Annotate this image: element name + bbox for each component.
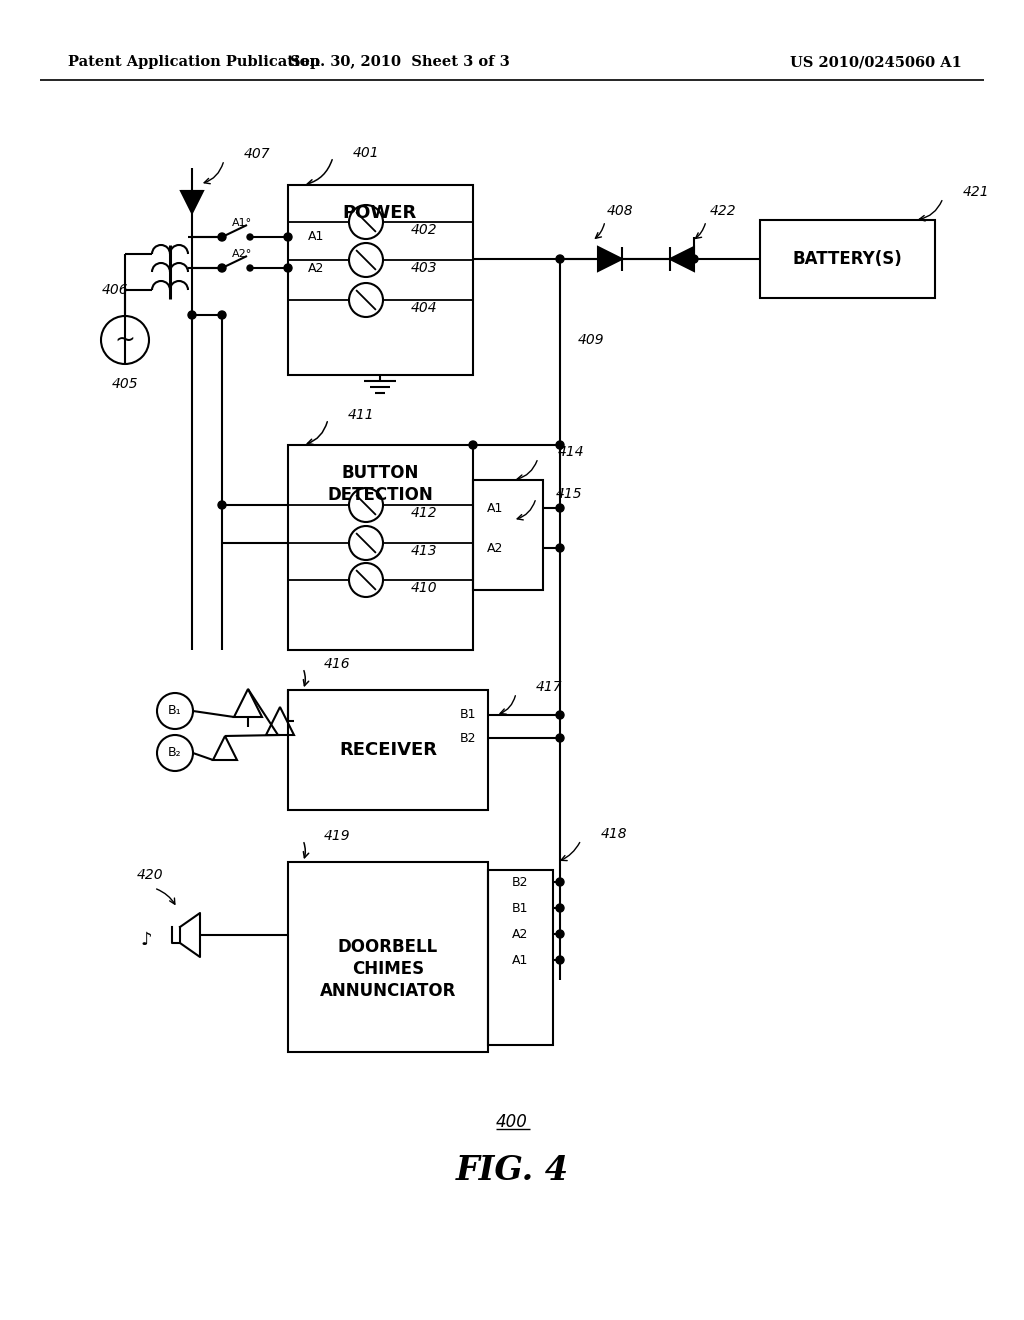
Text: 417: 417 bbox=[536, 680, 562, 694]
Circle shape bbox=[556, 255, 564, 263]
Text: A1: A1 bbox=[486, 502, 503, 515]
Text: 415: 415 bbox=[556, 487, 583, 502]
Circle shape bbox=[690, 255, 698, 263]
Circle shape bbox=[218, 234, 226, 242]
Text: 401: 401 bbox=[353, 147, 380, 160]
Text: 414: 414 bbox=[558, 445, 585, 459]
Circle shape bbox=[556, 904, 564, 912]
Text: 412: 412 bbox=[411, 506, 437, 520]
Polygon shape bbox=[181, 191, 203, 213]
Text: ~: ~ bbox=[115, 327, 135, 352]
Text: FIG. 4: FIG. 4 bbox=[456, 1154, 568, 1187]
Polygon shape bbox=[598, 247, 622, 271]
Bar bbox=[288, 690, 488, 810]
Text: B1: B1 bbox=[512, 902, 528, 915]
Text: B₂: B₂ bbox=[168, 747, 182, 759]
Polygon shape bbox=[670, 247, 694, 271]
Text: CHIMES: CHIMES bbox=[352, 960, 424, 978]
Circle shape bbox=[556, 441, 564, 449]
Text: 406: 406 bbox=[101, 282, 128, 297]
Circle shape bbox=[556, 956, 564, 964]
Circle shape bbox=[218, 312, 226, 319]
Text: BATTERY(S): BATTERY(S) bbox=[793, 249, 902, 268]
Text: 405: 405 bbox=[112, 378, 138, 391]
Text: 420: 420 bbox=[136, 869, 163, 882]
Text: DETECTION: DETECTION bbox=[327, 486, 433, 504]
Text: A2: A2 bbox=[486, 541, 503, 554]
Text: 407: 407 bbox=[244, 147, 270, 161]
Text: A1: A1 bbox=[308, 231, 325, 243]
Text: ♪: ♪ bbox=[140, 931, 152, 949]
Text: 402: 402 bbox=[411, 223, 437, 238]
Text: 403: 403 bbox=[411, 261, 437, 275]
Bar bbox=[760, 220, 935, 298]
Circle shape bbox=[247, 234, 253, 240]
Text: B1: B1 bbox=[460, 709, 476, 722]
Text: 421: 421 bbox=[963, 185, 989, 199]
Circle shape bbox=[556, 878, 564, 886]
Text: B2: B2 bbox=[460, 731, 476, 744]
Text: ANNUNCIATOR: ANNUNCIATOR bbox=[319, 982, 456, 1001]
Circle shape bbox=[556, 734, 564, 742]
Circle shape bbox=[219, 265, 225, 271]
Text: 404: 404 bbox=[411, 301, 437, 315]
Text: 418: 418 bbox=[601, 828, 628, 841]
Text: A1: A1 bbox=[512, 953, 528, 966]
Text: B2: B2 bbox=[512, 875, 528, 888]
Circle shape bbox=[284, 234, 292, 242]
Text: RECEIVER: RECEIVER bbox=[339, 741, 437, 759]
Circle shape bbox=[556, 504, 564, 512]
Text: BUTTON: BUTTON bbox=[341, 465, 419, 482]
Circle shape bbox=[556, 931, 564, 939]
Text: A1°: A1° bbox=[232, 218, 252, 228]
Circle shape bbox=[218, 264, 226, 272]
Bar bbox=[288, 185, 473, 375]
Bar bbox=[288, 862, 488, 1052]
Circle shape bbox=[284, 264, 292, 272]
Text: 408: 408 bbox=[607, 205, 634, 218]
Bar bbox=[473, 480, 543, 590]
Text: B₁: B₁ bbox=[168, 705, 182, 718]
Text: 410: 410 bbox=[411, 581, 437, 595]
Text: 400: 400 bbox=[496, 1113, 528, 1131]
Text: 411: 411 bbox=[348, 408, 375, 422]
Text: POWER: POWER bbox=[343, 205, 417, 222]
Text: 416: 416 bbox=[324, 657, 350, 671]
Circle shape bbox=[556, 711, 564, 719]
Text: 413: 413 bbox=[411, 544, 437, 558]
Circle shape bbox=[218, 502, 226, 510]
Text: Sep. 30, 2010  Sheet 3 of 3: Sep. 30, 2010 Sheet 3 of 3 bbox=[290, 55, 510, 69]
Text: DOORBELL: DOORBELL bbox=[338, 939, 438, 956]
Text: Patent Application Publication: Patent Application Publication bbox=[68, 55, 319, 69]
Circle shape bbox=[188, 312, 196, 319]
Bar bbox=[288, 445, 473, 649]
Text: 409: 409 bbox=[578, 333, 604, 347]
Text: US 2010/0245060 A1: US 2010/0245060 A1 bbox=[790, 55, 962, 69]
Text: A2°: A2° bbox=[232, 249, 252, 259]
Circle shape bbox=[247, 265, 253, 271]
Text: A2: A2 bbox=[512, 928, 528, 940]
Text: A2: A2 bbox=[308, 261, 325, 275]
Circle shape bbox=[219, 234, 225, 240]
Circle shape bbox=[556, 544, 564, 552]
Text: 419: 419 bbox=[324, 829, 350, 843]
Circle shape bbox=[469, 441, 477, 449]
Bar bbox=[488, 870, 553, 1045]
Text: 422: 422 bbox=[710, 205, 736, 218]
